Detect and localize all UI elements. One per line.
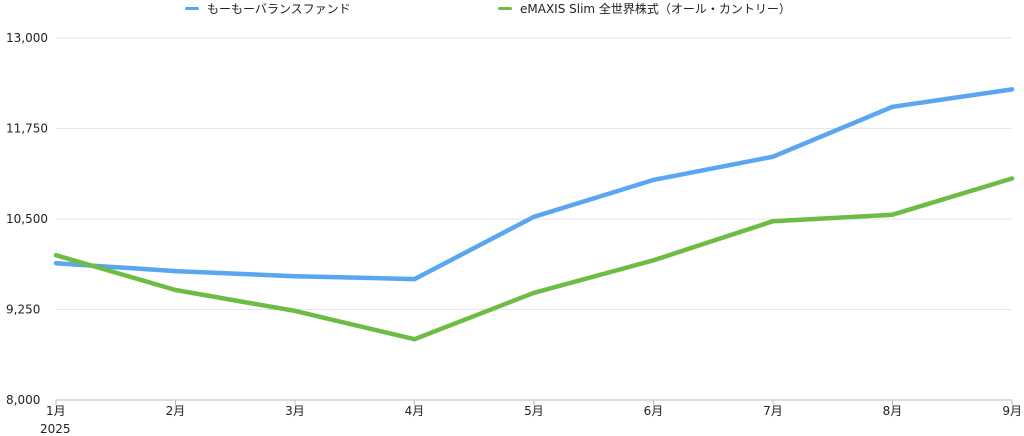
x-tick-label: 7月 — [763, 404, 783, 418]
series-lines — [53, 87, 1015, 342]
data-point-series-2 — [173, 287, 178, 293]
y-tick-label: 8,000 — [6, 393, 40, 407]
legend-item-series-1: もーもーバランスファンド — [185, 0, 351, 16]
data-point-series-2 — [292, 308, 298, 314]
x-tick-label: 9月 — [1002, 404, 1022, 418]
data-point-series-1 — [890, 104, 895, 109]
y-axis: 8,000 9,250 10,500 11,750 13,000 — [6, 31, 48, 407]
legend-item-series-2: eMAXIS Slim 全世界株式（オール・カントリー） — [498, 0, 791, 16]
series-line-2 — [53, 176, 1015, 342]
data-point-series-2 — [531, 290, 537, 296]
y-tick-label: 13,000 — [6, 31, 48, 45]
data-point-series-2 — [890, 212, 895, 217]
x-tick-label: 4月 — [405, 404, 425, 418]
data-point-series-1 — [292, 273, 298, 279]
data-point-series-1 — [412, 276, 417, 282]
legend-swatch-series-1 — [185, 6, 199, 10]
data-point-series-2 — [412, 336, 417, 342]
y-tick-label: 10,500 — [6, 212, 48, 226]
x-tick-label: 6月 — [644, 404, 664, 418]
data-point-series-1 — [1009, 87, 1015, 92]
x-axis: 1月 2月 3月 4月 5月 6月 7月 8月 9月 2025 — [40, 400, 1022, 436]
data-point-series-2 — [53, 253, 59, 258]
data-point-series-1 — [173, 268, 178, 274]
x-tick-label: 8月 — [883, 404, 903, 418]
data-point-series-2 — [651, 258, 656, 263]
data-point-series-1 — [651, 177, 656, 183]
data-point-series-2 — [1009, 176, 1015, 181]
x-tick-label: 2月 — [166, 404, 186, 418]
y-tick-label: 9,250 — [6, 303, 40, 317]
x-tick-label: 3月 — [285, 404, 305, 418]
legend-swatch-series-2 — [498, 6, 512, 10]
x-year-label: 2025 — [40, 422, 71, 436]
x-tick-label: 1月 — [46, 404, 66, 418]
data-point-series-1 — [53, 260, 59, 266]
legend-label-series-1: もーもーバランスファンド — [207, 1, 351, 16]
data-point-series-2 — [770, 218, 776, 224]
y-tick-label: 11,750 — [6, 122, 48, 136]
legend-label-series-2: eMAXIS Slim 全世界株式（オール・カントリー） — [520, 1, 791, 16]
data-point-series-1 — [770, 154, 776, 159]
series-line-1 — [53, 87, 1015, 282]
data-point-series-1 — [531, 214, 537, 220]
x-tick-label: 5月 — [524, 404, 544, 418]
